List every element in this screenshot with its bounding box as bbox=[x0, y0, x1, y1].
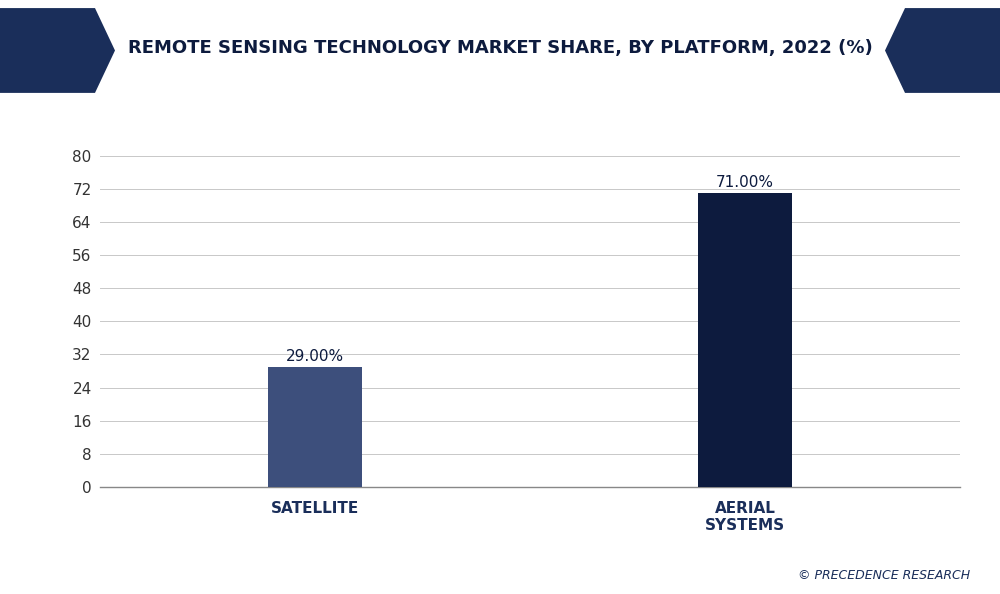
Polygon shape bbox=[0, 8, 115, 93]
Bar bbox=[698, 193, 792, 487]
Bar bbox=[268, 367, 362, 487]
Text: 29.00%: 29.00% bbox=[286, 349, 344, 364]
Polygon shape bbox=[885, 8, 1000, 93]
Text: 71.00%: 71.00% bbox=[716, 175, 774, 189]
Text: REMOTE SENSING TECHNOLOGY MARKET SHARE, BY PLATFORM, 2022 (%): REMOTE SENSING TECHNOLOGY MARKET SHARE, … bbox=[128, 39, 872, 58]
Text: © PRECEDENCE RESEARCH: © PRECEDENCE RESEARCH bbox=[798, 569, 970, 582]
